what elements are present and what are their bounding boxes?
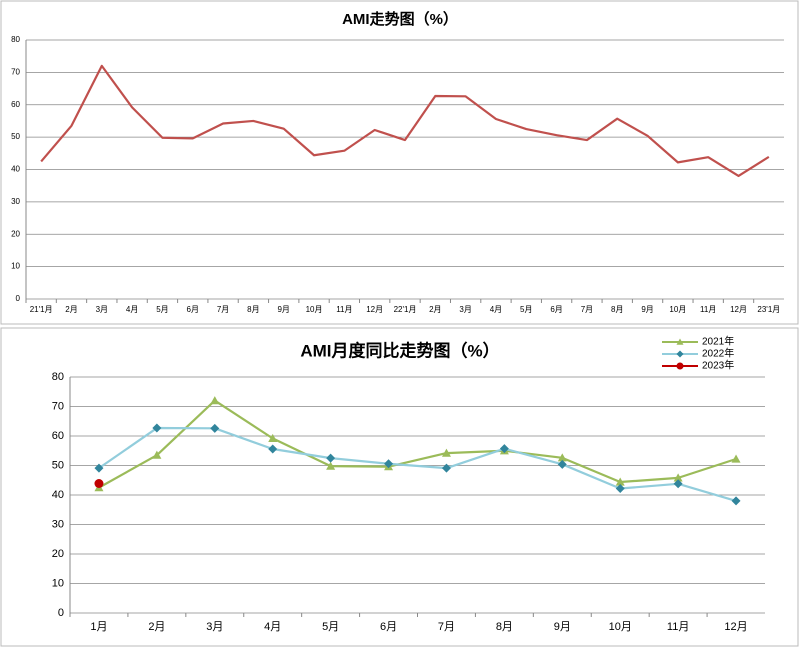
x-tick-label: 21'1月 (30, 305, 53, 314)
x-tick-label: 5月 (520, 305, 532, 314)
x-tick-label: 2月 (148, 621, 165, 633)
legend-label: 2023年 (702, 359, 734, 372)
marker (673, 479, 683, 489)
marker (326, 461, 336, 470)
x-tick-label: 22'1月 (394, 305, 417, 314)
y-tick-label: 0 (16, 294, 21, 303)
x-tick-label: 4月 (490, 305, 502, 314)
x-tick-label: 3月 (206, 621, 223, 633)
y-tick-label: 30 (52, 518, 64, 530)
marker (384, 459, 394, 469)
y-tick-label: 10 (11, 262, 20, 271)
marker (676, 338, 684, 345)
y-tick-label: 70 (52, 400, 64, 412)
y-tick-label: 40 (11, 165, 20, 174)
x-tick-label: 8月 (611, 305, 623, 314)
x-tick-label: 12月 (366, 305, 383, 314)
y-tick-label: 50 (11, 132, 20, 141)
panel-top (0, 0, 799, 325)
x-tick-label: 2月 (429, 305, 441, 314)
x-tick-label: 23'1月 (757, 305, 780, 314)
x-tick-label: 2月 (65, 305, 77, 314)
legend-label: 2021年 (702, 335, 734, 348)
x-tick-label: 6月 (187, 305, 199, 314)
x-tick-label: 11月 (667, 621, 689, 633)
x-tick-label: 12月 (730, 305, 747, 314)
chart-title: AMI月度同比走势图（%） (300, 340, 499, 360)
y-tick-label: 60 (11, 100, 20, 109)
marker (152, 423, 162, 433)
x-tick-label: 10月 (306, 305, 323, 314)
marker (210, 423, 220, 433)
x-tick-label: 11月 (336, 305, 352, 314)
marker (268, 444, 278, 454)
x-tick-label: 9月 (277, 305, 289, 314)
marker (268, 433, 278, 442)
marker (441, 448, 451, 457)
y-tick-label: 70 (11, 67, 20, 76)
y-tick-label: 20 (11, 229, 20, 238)
x-tick-label: 6月 (380, 621, 397, 633)
marker (94, 478, 104, 488)
x-tick-label: 4月 (126, 305, 138, 314)
x-tick-label: 7月 (581, 305, 593, 314)
marker (673, 473, 683, 482)
x-tick-label: 9月 (554, 621, 571, 633)
line (40, 64, 770, 178)
x-tick-label: 6月 (550, 305, 562, 314)
x-tick-label: 4月 (264, 621, 281, 633)
y-tick-label: 80 (52, 371, 64, 383)
y-tick-label: 60 (52, 430, 64, 442)
marker (676, 350, 684, 358)
marker (615, 477, 625, 486)
x-tick-label: 3月 (459, 305, 471, 314)
line (98, 399, 737, 489)
x-tick-label: 9月 (641, 305, 653, 314)
marker (731, 454, 741, 463)
marker (557, 459, 567, 469)
y-tick-label: 10 (52, 577, 64, 589)
x-tick-label: 8月 (247, 305, 259, 314)
line (98, 426, 737, 502)
y-tick-label: 80 (11, 35, 20, 44)
marker (441, 463, 451, 473)
marker (210, 396, 220, 405)
panel-bottom (0, 327, 799, 647)
marker (94, 463, 104, 473)
x-tick-label: 8月 (496, 621, 513, 633)
y-tick-label: 40 (52, 489, 64, 501)
marker (499, 444, 509, 454)
y-tick-label: 50 (52, 459, 64, 471)
y-tick-label: 30 (11, 197, 20, 206)
marker (152, 450, 162, 459)
marker (326, 453, 336, 463)
x-tick-label: 11月 (700, 305, 716, 314)
y-tick-label: 20 (52, 548, 64, 560)
x-tick-label: 7月 (438, 621, 455, 633)
x-tick-label: 12月 (724, 621, 747, 633)
marker (676, 362, 684, 370)
marker (557, 453, 567, 462)
x-tick-label: 5月 (156, 305, 168, 314)
chart-title: AMI走势图（%） (342, 10, 458, 28)
x-tick-label: 7月 (217, 305, 229, 314)
legend-label: 2022年 (702, 347, 734, 360)
x-tick-label: 5月 (322, 621, 339, 633)
y-tick-label: 0 (58, 607, 64, 619)
x-tick-label: 10月 (609, 621, 632, 633)
marker (731, 496, 741, 506)
marker (615, 484, 625, 494)
x-tick-label: 1月 (90, 621, 107, 633)
x-tick-label: 10月 (669, 305, 686, 314)
x-tick-label: 3月 (96, 305, 108, 314)
